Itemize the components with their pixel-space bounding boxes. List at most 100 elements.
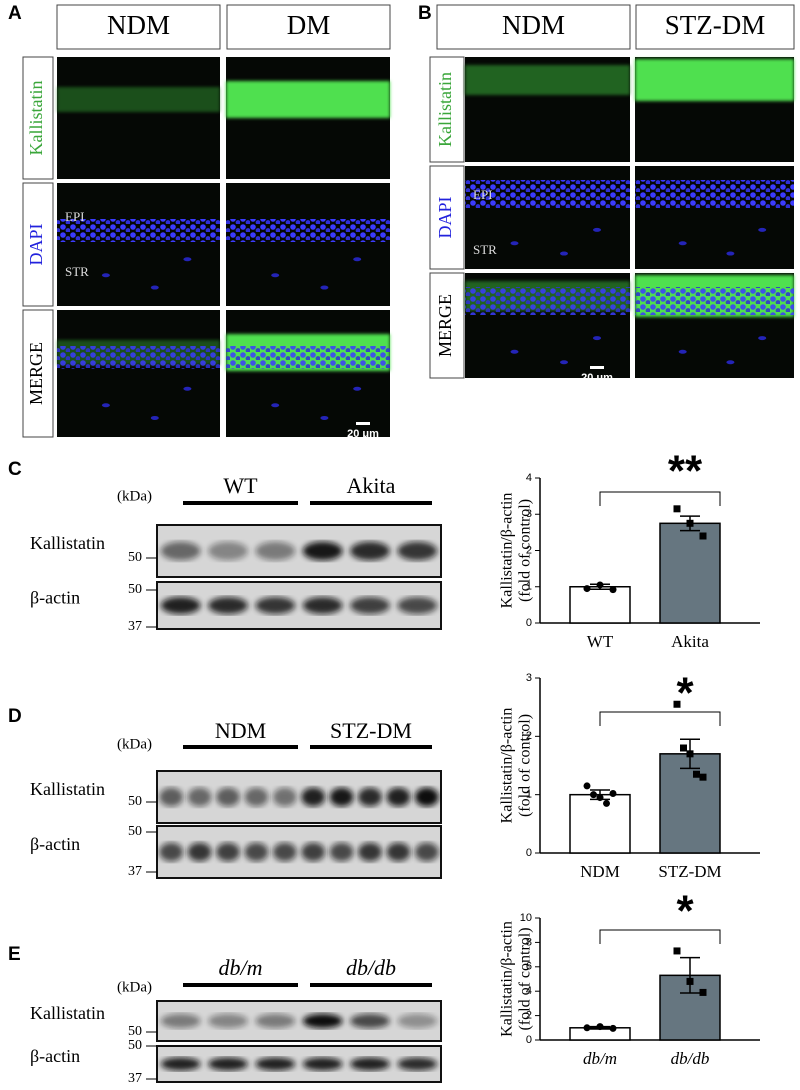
data-point	[686, 750, 694, 758]
blot-band	[272, 842, 297, 862]
y-tick-label: 4	[526, 472, 532, 484]
row-label: β-actin	[30, 1046, 80, 1066]
nuclei-stain	[57, 219, 220, 242]
blot-membrane	[156, 1045, 442, 1083]
data-point	[673, 700, 681, 708]
kallistatin-stain	[57, 87, 220, 112]
nucleus	[560, 360, 568, 365]
blot-band	[350, 1013, 390, 1029]
significance-label: *	[676, 669, 694, 718]
y-axis-label: (fold of control)	[517, 714, 534, 817]
blot-membrane	[156, 1000, 442, 1042]
data-point	[673, 505, 681, 513]
nucleus	[101, 403, 110, 408]
data-point	[693, 770, 700, 778]
nuclei-stain	[57, 346, 220, 369]
panel-letter: D	[8, 706, 22, 727]
data-point	[609, 790, 617, 797]
nuclei-stain	[635, 180, 794, 208]
blot-band	[216, 787, 240, 807]
data-point	[583, 585, 591, 593]
x-tick-label: STZ-DM	[658, 862, 721, 881]
nucleus	[510, 241, 519, 246]
blot-band	[350, 541, 390, 561]
y-tick-label: 3	[526, 672, 532, 684]
y-tick-label: 0	[526, 847, 532, 859]
size-marker: 50	[128, 1024, 142, 1039]
micrograph	[226, 310, 390, 437]
y-tick-label: 6	[526, 961, 532, 973]
row-label: β-actin	[30, 834, 80, 854]
size-marker: 50	[128, 582, 142, 597]
y-tick-label: 2	[526, 1010, 532, 1022]
data-point	[583, 782, 591, 790]
nucleus	[510, 349, 519, 354]
nucleus	[101, 273, 110, 278]
blot-band	[160, 541, 201, 561]
group-line	[310, 745, 432, 749]
micrograph	[57, 183, 220, 306]
blot-band	[208, 541, 248, 561]
data-point	[686, 977, 694, 985]
column-header-box	[436, 4, 631, 50]
nucleus	[320, 415, 329, 420]
nucleus	[353, 257, 362, 262]
panel-letter: A	[8, 3, 22, 24]
row-label-box	[429, 165, 465, 270]
bar	[659, 522, 721, 624]
nucleus	[353, 386, 362, 391]
column-header-box	[56, 4, 221, 50]
group-label: STZ-DM	[330, 718, 412, 743]
significance-bracket	[599, 491, 721, 506]
row-label: MERGE	[26, 342, 46, 405]
nuclei-stain	[226, 219, 390, 242]
nuclei-stain	[465, 180, 630, 208]
error-bar	[680, 956, 700, 994]
unit-label: (kDa)	[117, 736, 152, 752]
blot-band	[301, 842, 326, 862]
blot-band	[208, 1013, 248, 1029]
blot-band	[216, 842, 240, 862]
blot-band	[244, 842, 269, 862]
blot-band	[302, 1057, 343, 1071]
size-marker: 50	[128, 794, 142, 809]
column-header: DM	[287, 10, 331, 40]
column-header: NDM	[107, 10, 170, 40]
nuclei-stain	[465, 287, 630, 315]
group-line	[310, 983, 432, 987]
blot-band	[386, 787, 411, 807]
blot-band	[302, 1013, 343, 1029]
panel-letter: C	[8, 459, 22, 480]
row-label: DAPI	[435, 196, 455, 238]
significance-bracket	[599, 929, 721, 944]
data-point	[596, 581, 604, 589]
nucleus	[150, 285, 159, 290]
region-label: STR	[473, 242, 497, 257]
y-axis-label: (fold of control)	[517, 499, 534, 602]
bar	[569, 793, 631, 854]
blot-band	[386, 842, 411, 862]
significance-label: **	[668, 447, 703, 496]
row-label: MERGE	[435, 294, 455, 357]
nucleus	[560, 251, 568, 256]
blot-band	[329, 842, 354, 862]
blot-band	[301, 787, 326, 807]
data-point	[609, 1024, 617, 1032]
group-line	[183, 745, 298, 749]
blot-band	[358, 787, 382, 807]
group-line	[183, 501, 298, 505]
data-point	[590, 791, 597, 799]
blot-band	[159, 787, 184, 807]
blot-membrane	[156, 581, 442, 630]
row-label: DAPI	[26, 223, 46, 265]
significance-label: *	[676, 887, 694, 936]
blot-band	[244, 787, 269, 807]
data-point	[609, 586, 617, 594]
x-tick-label: NDM	[580, 862, 620, 881]
blot-band	[302, 597, 343, 614]
row-label-box	[22, 309, 54, 438]
blot-band	[208, 597, 248, 614]
nucleus	[183, 386, 192, 391]
y-axis-label: (fold of control)	[517, 927, 534, 1030]
data-point	[699, 532, 707, 540]
